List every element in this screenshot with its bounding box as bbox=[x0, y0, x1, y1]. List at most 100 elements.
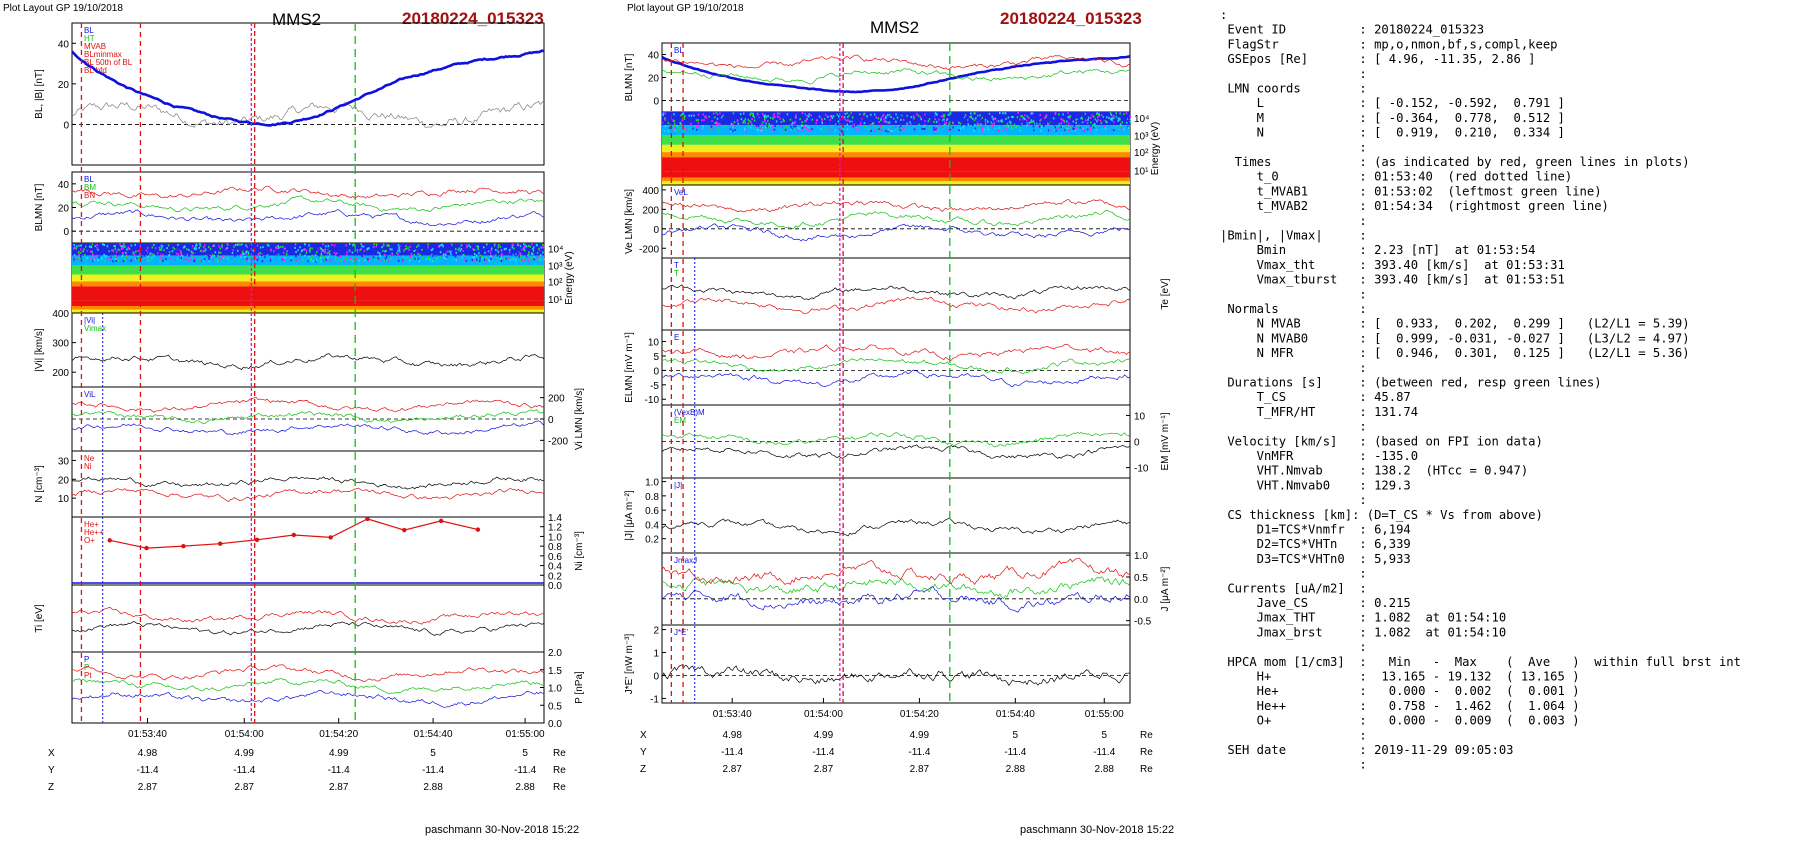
spectrogram-pixel bbox=[120, 245, 122, 248]
spectrogram-pixel bbox=[698, 125, 700, 128]
spectrogram-pixel bbox=[1025, 119, 1028, 122]
tick-label: -200 bbox=[639, 244, 659, 255]
tick-label: 0.0 bbox=[548, 581, 562, 592]
spectrogram-pixel bbox=[252, 249, 255, 252]
ephemeris-unit: Re bbox=[1140, 747, 1153, 758]
spectrogram-pixel bbox=[752, 112, 755, 115]
series-line bbox=[71, 620, 545, 637]
spectrogram-pixel bbox=[307, 260, 309, 263]
spectrogram-pixel bbox=[820, 128, 822, 131]
spectrogram-pixel bbox=[711, 127, 713, 130]
spectrogram-pixel bbox=[719, 121, 721, 124]
spectrogram-pixel bbox=[145, 249, 148, 252]
spectrogram-pixel bbox=[199, 244, 202, 247]
spectrogram-pixel bbox=[792, 122, 794, 125]
spectrogram-pixel bbox=[977, 124, 980, 127]
spectrogram-pixel bbox=[324, 251, 326, 254]
tick-label: -5 bbox=[650, 381, 659, 392]
summary-line: : bbox=[1220, 361, 1367, 375]
spectrogram-pixel bbox=[1067, 122, 1070, 125]
spectrogram-pixel bbox=[763, 114, 765, 117]
spectrogram-pixel bbox=[396, 257, 399, 260]
tick-label: 0 bbox=[63, 227, 69, 238]
spectrogram-pixel bbox=[154, 252, 156, 255]
summary-line: t_MVAB2 : 01:54:34 (rightmost green line… bbox=[1220, 199, 1609, 213]
tick-label: 10² bbox=[548, 278, 563, 289]
spectrogram-pixel bbox=[683, 117, 686, 120]
spectrogram-pixel bbox=[496, 254, 498, 257]
spectrogram-pixel bbox=[673, 113, 675, 116]
spectrogram-pixel bbox=[744, 127, 746, 130]
spectrogram-pixel bbox=[403, 249, 405, 252]
spectrogram-pixel bbox=[786, 130, 788, 133]
spectrogram-pixel bbox=[838, 115, 840, 118]
spectrogram-band bbox=[72, 265, 544, 275]
legend-entry: VeL bbox=[674, 188, 688, 197]
spectrogram-pixel bbox=[204, 252, 207, 255]
spectrogram-pixel bbox=[97, 259, 99, 262]
spectrogram-pixel bbox=[538, 249, 541, 252]
ephemeris-label: X bbox=[48, 748, 55, 759]
spectrogram-pixel bbox=[958, 121, 960, 124]
spectrogram-pixel bbox=[1056, 118, 1058, 121]
spectrogram-pixel bbox=[979, 122, 981, 125]
spectrogram-pixel bbox=[389, 257, 392, 260]
ephemeris-label: Z bbox=[48, 782, 54, 793]
spectrogram-pixel bbox=[924, 120, 926, 123]
spectrogram-pixel bbox=[102, 243, 104, 246]
spectrogram-pixel bbox=[1005, 117, 1007, 120]
spectrogram-pixel bbox=[476, 249, 479, 252]
spectrogram-pixel bbox=[114, 245, 116, 248]
spectrogram-pixel bbox=[218, 245, 220, 248]
spectrogram-pixel bbox=[295, 250, 297, 253]
spectrogram-pixel bbox=[398, 246, 400, 249]
spectrogram-pixel bbox=[417, 244, 420, 247]
spectrogram-pixel bbox=[308, 244, 310, 247]
spectrogram-pixel bbox=[721, 118, 723, 121]
ephemeris-value: 2.87 bbox=[235, 782, 255, 793]
series-line bbox=[71, 353, 545, 371]
spectrogram-pixel bbox=[325, 245, 327, 248]
spectrogram-pixel bbox=[801, 127, 804, 130]
spectrogram-pixel bbox=[232, 249, 234, 252]
spectrogram-pixel bbox=[774, 116, 776, 119]
ephemeris-unit: Re bbox=[1140, 730, 1153, 741]
spectrogram-pixel bbox=[846, 128, 849, 131]
spectrogram-pixel bbox=[1064, 128, 1066, 131]
spectrogram-pixel bbox=[538, 259, 540, 262]
spectrogram-pixel bbox=[857, 128, 860, 131]
spectrogram-pixel bbox=[78, 253, 80, 256]
spectrogram-pixel bbox=[1005, 124, 1008, 127]
spectrogram-pixel bbox=[718, 124, 720, 127]
spectrogram-pixel bbox=[1113, 116, 1116, 119]
spectrogram-pixel bbox=[811, 116, 814, 119]
spectrogram-pixel bbox=[444, 260, 447, 263]
tick-label: 0.8 bbox=[548, 542, 562, 553]
spectrogram-pixel bbox=[122, 246, 124, 249]
spectrogram-pixel bbox=[196, 252, 198, 255]
spectrogram-pixel bbox=[1119, 122, 1122, 125]
spectrogram-pixel bbox=[500, 259, 503, 262]
spectrogram-pixel bbox=[806, 114, 808, 117]
spectrogram-pixel bbox=[125, 255, 127, 258]
spectrogram-pixel bbox=[197, 257, 199, 260]
spectrogram-pixel bbox=[72, 247, 75, 250]
spectrogram-pixel bbox=[777, 115, 780, 118]
spectrogram-pixel bbox=[718, 115, 720, 118]
spectrogram-pixel bbox=[993, 128, 995, 131]
spectrogram-pixel bbox=[78, 257, 80, 260]
spectrogram-pixel bbox=[85, 245, 87, 248]
spectrogram-pixel bbox=[1094, 122, 1096, 125]
spectrogram-pixel bbox=[700, 128, 702, 131]
spectrogram-pixel bbox=[393, 243, 396, 246]
spectrogram-pixel bbox=[767, 120, 769, 123]
summary-line: Bmin : 2.23 [nT] at 01:53:54 bbox=[1220, 243, 1536, 257]
spectrogram-pixel bbox=[986, 120, 989, 123]
legend-entry: Ni bbox=[84, 462, 92, 471]
spectrogram-pixel bbox=[808, 113, 811, 116]
spectrogram-pixel bbox=[682, 112, 685, 115]
spectrogram-pixel bbox=[716, 123, 718, 126]
spectrogram-pixel bbox=[84, 254, 86, 257]
spectrogram-pixel bbox=[755, 126, 757, 129]
spectrogram-pixel bbox=[764, 114, 767, 117]
